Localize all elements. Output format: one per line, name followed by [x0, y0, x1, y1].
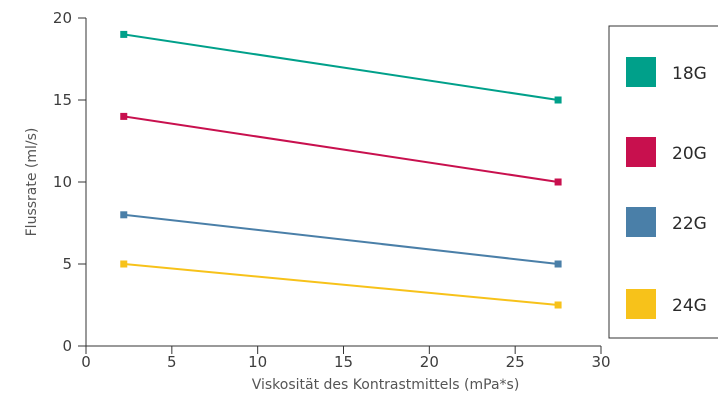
x-tick-label: 10 [248, 353, 267, 371]
series-24G [120, 260, 562, 309]
series-line [123, 115, 559, 183]
data-point [554, 96, 562, 104]
data-point [554, 178, 562, 186]
x-tick-label: 15 [334, 353, 353, 371]
series-18G [120, 30, 562, 104]
y-axis-label: Flussrate (ml/s) [24, 128, 40, 237]
series-layer [120, 30, 562, 309]
legend: 18G 20G 22G 24G [608, 25, 718, 339]
series-line [123, 263, 559, 306]
data-point [554, 260, 562, 268]
legend-label: 22G [672, 214, 707, 234]
legend-swatch [626, 289, 656, 319]
y-tick-label: 10 [53, 173, 72, 191]
legend-swatch [626, 207, 656, 237]
data-point [120, 30, 128, 38]
y-tick-label: 5 [62, 255, 72, 273]
y-ticks: 0 5 10 15 20 [53, 9, 86, 355]
x-axis-label: Viskosität des Kontrastmittels (mPa*s) [252, 377, 520, 393]
y-tick-label: 20 [53, 9, 72, 27]
legend-swatch [626, 57, 656, 87]
legend-box [608, 25, 718, 339]
series-line [123, 213, 559, 265]
legend-label: 20G [672, 144, 707, 164]
x-tick-label: 0 [81, 353, 91, 371]
legend-swatch [626, 137, 656, 167]
legend-label: 24G [672, 296, 707, 316]
x-ticks: 0 5 10 15 20 25 30 [81, 346, 611, 371]
x-tick-label: 30 [591, 353, 610, 371]
series-22G [120, 211, 562, 268]
x-tick-label: 5 [167, 353, 177, 371]
series-line [123, 33, 559, 101]
data-point [120, 211, 128, 219]
data-point [120, 260, 128, 268]
y-tick-label: 0 [62, 337, 72, 355]
y-tick-label: 15 [53, 91, 72, 109]
series-20G [120, 112, 562, 186]
x-tick-label: 20 [420, 353, 439, 371]
x-tick-label: 25 [506, 353, 525, 371]
legend-label: 18G [672, 64, 707, 84]
data-point [554, 301, 562, 309]
data-point [120, 112, 128, 120]
